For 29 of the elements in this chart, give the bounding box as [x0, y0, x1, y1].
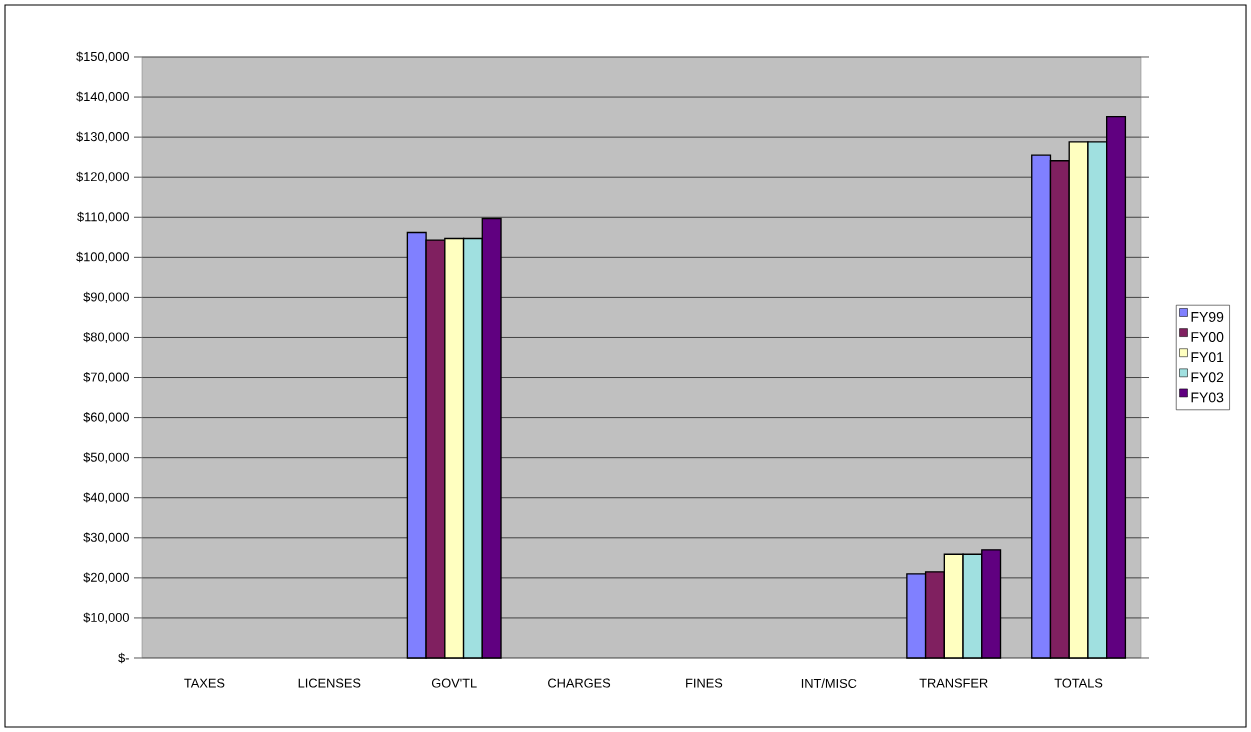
legend-label: FY99 [1191, 311, 1224, 322]
y-tick-label: $80,000 [83, 331, 129, 344]
y-tick-label: $40,000 [83, 492, 129, 504]
x-tick-label: CHARGES [548, 678, 611, 688]
y-tick-label: $110,000 [77, 211, 129, 223]
y-tick-label: $10,000 [83, 612, 129, 624]
y-tick-label: $30,000 [83, 532, 129, 544]
y-tick-label: $150,000 [76, 51, 129, 63]
y-tick-label: $20,000 [83, 572, 129, 584]
y-tick-label: $90,000 [83, 291, 129, 303]
x-tick-label: TRANSFER [919, 678, 988, 688]
y-tick-label: $130,000 [76, 131, 129, 143]
y-tick-label: $140,000 [76, 91, 129, 103]
x-tick-label: INT/MISC [801, 678, 857, 688]
x-tick-label: TOTALS [1054, 678, 1103, 688]
y-tick-label: $60,000 [83, 412, 129, 424]
y-tick-label: $- [118, 652, 129, 664]
x-tick-label: GOV'TL [431, 678, 477, 688]
legend-label: FY02 [1191, 372, 1224, 383]
x-tick-label: TAXES [184, 678, 225, 688]
x-tick-label: LICENSES [298, 678, 361, 688]
y-tick-label: $70,000 [83, 371, 129, 384]
legend-label: FY01 [1191, 352, 1224, 363]
legend-label: FY03 [1191, 392, 1224, 403]
x-tick-label: FINES [686, 678, 723, 688]
y-tick-label: $50,000 [83, 452, 129, 464]
y-tick-label: $120,000 [76, 171, 129, 183]
y-tick-label: $100,000 [76, 251, 129, 263]
legend-label: FY00 [1191, 332, 1224, 342]
